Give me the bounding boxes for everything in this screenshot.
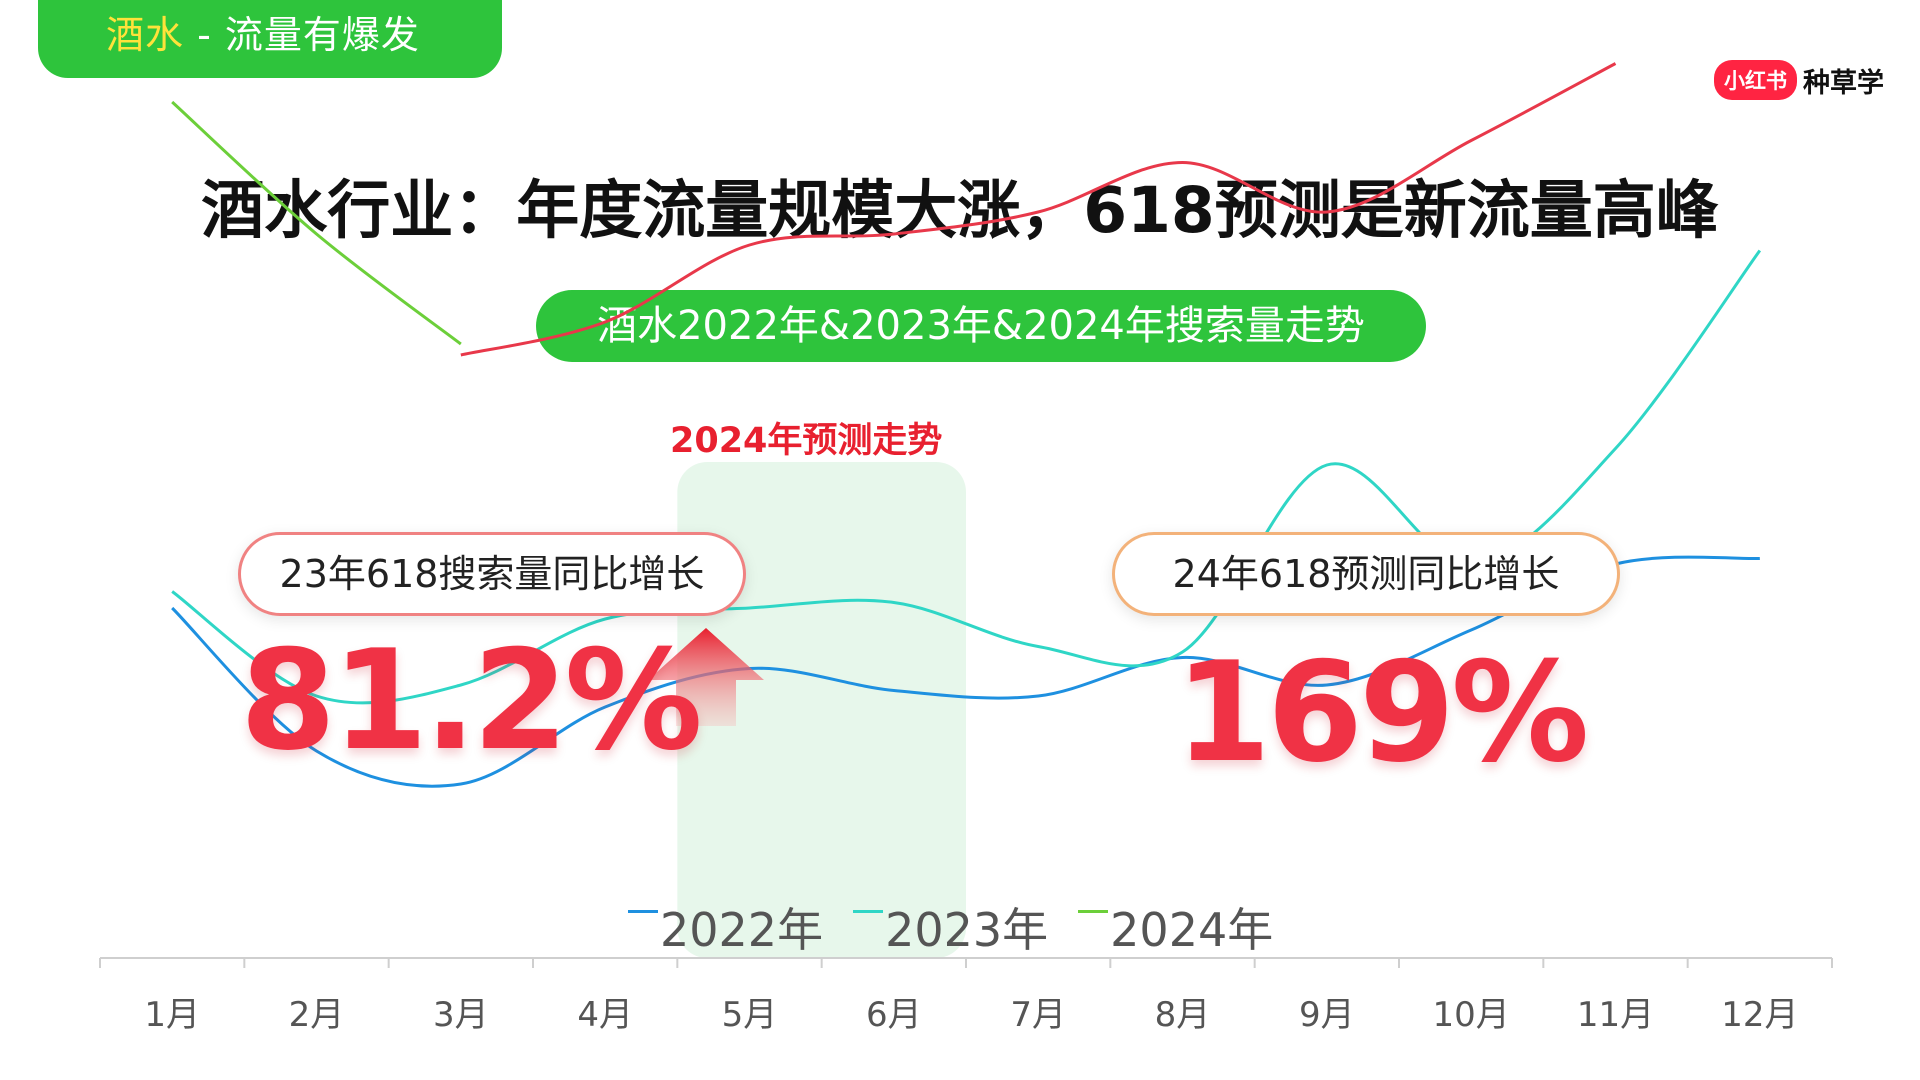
- section-tag-text: - 流量有爆发: [184, 13, 420, 57]
- callout-right-label: 24年618预测同比增长: [1112, 532, 1620, 616]
- legend-swatch-2023: [853, 909, 884, 913]
- legend-item-2022: 2022年: [628, 894, 823, 960]
- x-tick-label: 7月: [1010, 995, 1066, 1035]
- callout-left-label: 23年618搜索量同比增长: [238, 532, 746, 616]
- section-tag: 酒水 - 流量有爆发: [38, 0, 502, 78]
- x-tick-label: 5月: [722, 995, 778, 1035]
- chart-subtitle: 酒水2022年&2023年&2024年搜索量走势: [536, 290, 1426, 362]
- brand-logo: 小红书 种草学: [1714, 60, 1884, 100]
- legend-swatch-2022: [628, 909, 658, 913]
- legend-label-2022: 2022年: [660, 903, 824, 957]
- x-tick-label: 3月: [433, 995, 489, 1035]
- series-2024-line: [171, 100, 462, 346]
- brand-pill: 小红书: [1714, 60, 1797, 100]
- series-2024-forecast-line: [460, 62, 1617, 357]
- legend-swatch-2024: [1078, 909, 1109, 913]
- x-tick-label: 2月: [289, 995, 345, 1035]
- x-tick-label: 10月: [1433, 995, 1510, 1035]
- callout-left-value: 81.2%: [240, 620, 703, 781]
- callout-right-value: 169%: [1175, 632, 1589, 793]
- x-tick-label: 4月: [577, 995, 633, 1035]
- forecast-highlight-band: [677, 462, 966, 958]
- x-tick-label: 8月: [1155, 995, 1211, 1035]
- page-title: 酒水行业：年度流量规模大涨，618预测是新流量高峰: [201, 174, 1719, 247]
- x-tick-label: 9月: [1299, 995, 1355, 1035]
- x-tick-label: 11月: [1577, 995, 1654, 1035]
- legend-label-2023: 2023年: [885, 903, 1049, 957]
- section-tag-highlight: 酒水: [106, 13, 185, 57]
- chart-legend: 2022年 2023年 2024年: [628, 894, 1273, 960]
- x-tick-label: 6月: [866, 995, 922, 1035]
- x-tick-label: 1月: [144, 995, 200, 1035]
- legend-item-2023: 2023年: [853, 894, 1048, 960]
- series-2022-line: [171, 555, 1760, 788]
- legend-label-2024: 2024年: [1110, 903, 1274, 957]
- forecast-label: 2024年预测走势: [670, 421, 943, 461]
- x-tick-label: 12月: [1721, 995, 1798, 1035]
- growth-arrow-icon: [648, 628, 764, 726]
- legend-item-2024: 2024年: [1078, 894, 1273, 960]
- brand-text: 种草学: [1803, 67, 1884, 99]
